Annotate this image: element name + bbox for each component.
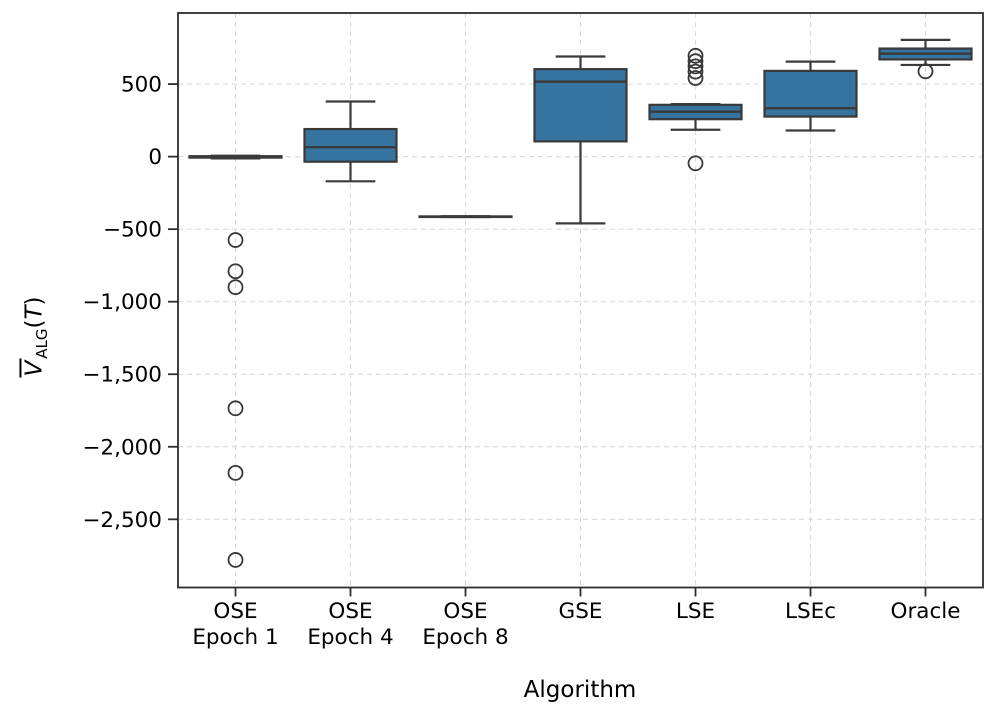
box-lsec	[763, 60, 858, 132]
outlier-point	[227, 263, 244, 280]
x-tick-label-line2: Epoch 4	[307, 625, 393, 650]
box-ose-epoch-1	[188, 154, 283, 568]
outlier-point	[917, 63, 934, 80]
x-tick-label: LSE	[676, 599, 715, 624]
y-axis-open-paren: (	[21, 319, 48, 329]
box-ose-epoch-8	[418, 215, 513, 219]
outlier-point	[227, 552, 244, 568]
y-tick-label: −1,500	[82, 363, 162, 388]
x-tick-label: LSEc	[785, 599, 836, 624]
box-rect	[533, 68, 628, 143]
outlier-point	[687, 58, 704, 75]
outlier-point	[227, 279, 244, 296]
outlier-point	[687, 47, 704, 64]
y-tick-label: −500	[103, 218, 162, 243]
y-tick-label: 0	[148, 145, 162, 170]
x-tick-label: GSE	[559, 599, 603, 624]
outlier-point	[687, 70, 704, 86]
x-axis-label: Algorithm	[523, 677, 637, 703]
y-axis-variable: V	[19, 358, 48, 378]
x-tick-label: OSE	[213, 599, 257, 624]
x-tick-label-line2: Epoch 8	[422, 625, 508, 650]
outlier-point	[227, 400, 244, 417]
box-ose-epoch-4	[303, 100, 398, 183]
box-rect	[303, 127, 398, 163]
box-lse	[648, 47, 743, 172]
y-tick-label: −2,500	[82, 508, 162, 533]
x-tick-label-line2: Epoch 1	[192, 625, 278, 650]
y-axis-argument: T	[21, 305, 48, 320]
box-rect	[763, 69, 858, 118]
box-gse	[533, 55, 628, 225]
y-tick-label: 500	[121, 73, 162, 98]
outlier-point	[687, 155, 704, 172]
x-tick-label: OSE	[328, 599, 372, 624]
outlier-point	[227, 232, 244, 248]
outlier-point	[687, 53, 704, 70]
outlier-point	[687, 63, 704, 80]
outlier-point	[227, 464, 244, 481]
y-axis-label: VALG(T)	[19, 296, 52, 378]
x-tick-label: OSE	[443, 599, 487, 624]
y-axis-subscript: ALG	[33, 328, 52, 359]
y-axis-close-paren: )	[21, 296, 48, 306]
x-tick-label: Oracle	[891, 599, 961, 624]
y-tick-label: −1,000	[82, 290, 162, 315]
y-tick-label: −2,000	[82, 435, 162, 460]
box-oracle	[878, 38, 973, 80]
